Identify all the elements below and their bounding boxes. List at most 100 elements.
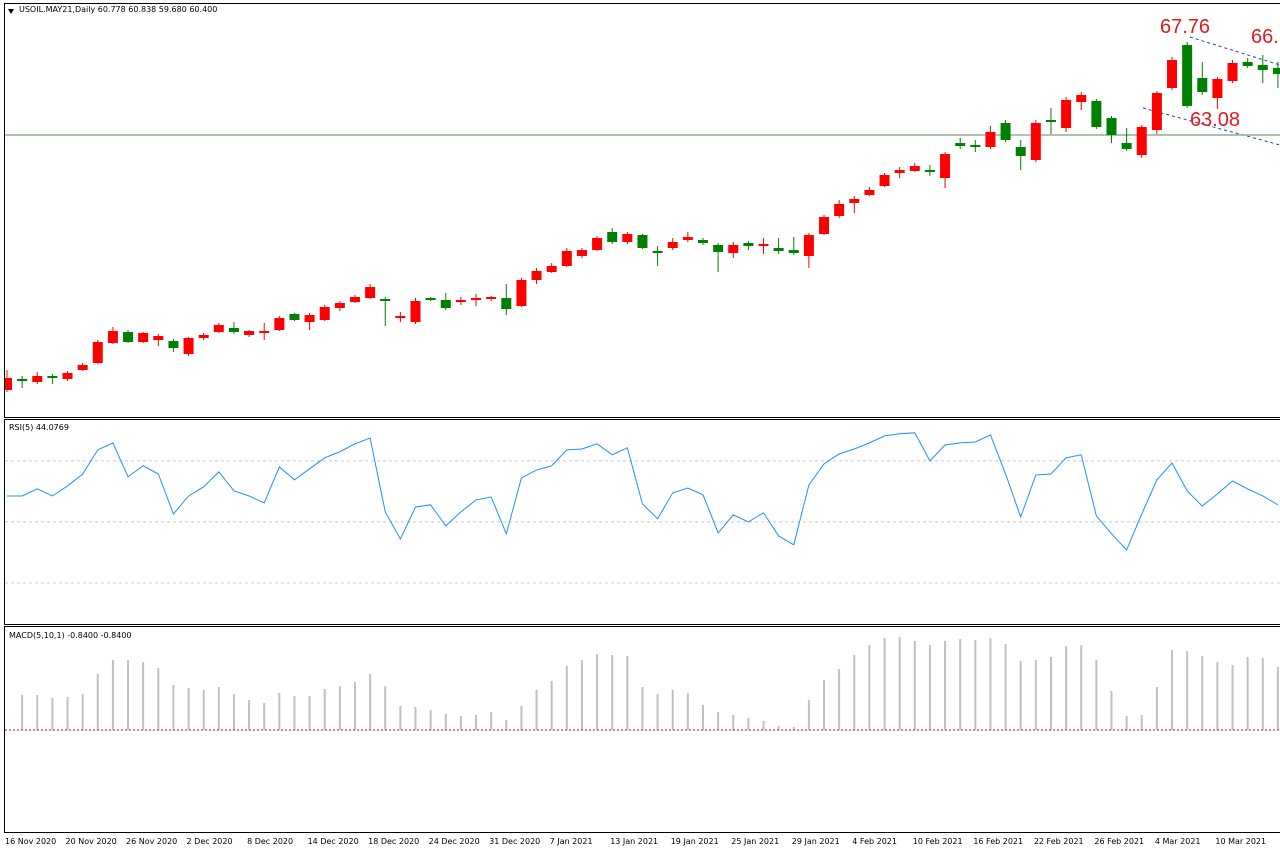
candle-body [274,318,285,330]
candle-body [1212,79,1223,98]
x-tick-label: 10 Feb 2021 [913,837,963,846]
candle-body [425,298,436,300]
x-tick-label: 8 Dec 2020 [247,837,293,846]
candle-body [32,376,43,382]
macd-area [5,637,1280,731]
x-tick-label: 13 Jan 2021 [610,837,658,846]
candle-body [592,238,603,250]
candle-body [1136,127,1147,155]
x-tick-label: 2 Dec 2020 [187,837,233,846]
candle-body [894,170,905,173]
candle-body [138,333,149,342]
candle-body [909,166,920,171]
x-tick-label: 16 Nov 2020 [5,837,56,846]
candle-body [349,297,360,302]
candle-body [531,271,542,280]
x-tick-label: 26 Nov 2020 [126,837,177,846]
candle-body [319,307,330,320]
candle-body [1257,65,1268,70]
candle-body [652,251,663,253]
candle-body [834,204,845,216]
candle-body [940,154,951,178]
x-tick-label: 26 Feb 2021 [1094,837,1144,846]
x-tick-label: 18 Dec 2020 [368,837,419,846]
candle-body [788,250,799,253]
candle-body [1106,118,1117,135]
candle-body [667,242,678,248]
candle-body [1000,123,1011,140]
x-tick-label: 31 Dec 2020 [489,837,540,846]
candle-body [728,245,739,253]
candle-body [697,240,708,243]
candle-body [622,234,633,242]
candle-body [123,332,134,342]
candle-body [803,235,814,256]
candle-body [62,373,73,379]
x-tick-label: 4 Feb 2021 [852,837,897,846]
candle-body [849,199,860,203]
rsi-panel [4,419,1280,625]
x-tick-label: 7 Jan 2021 [550,837,593,846]
candle-body [924,170,935,172]
x-tick-label: 22 Feb 2021 [1034,837,1084,846]
rsi-line [7,432,1279,551]
price-area [5,36,1280,392]
rsi-header: RSI(5) 44.0769 [9,423,69,432]
candle-body [471,298,482,300]
candle-body [1197,78,1208,92]
candle-body [546,266,557,272]
candle-body [879,175,890,186]
candle-body [743,243,754,246]
candle-body [365,287,376,298]
candle-body [17,379,28,381]
candle-body [334,303,345,308]
x-tick-label: 14 Dec 2020 [308,837,359,846]
menu-icon[interactable] [8,9,14,14]
candle-body [516,280,527,306]
candle-body [1227,63,1238,81]
annotations: 67.76 63.08 66. [1160,16,1279,131]
price-annotation: 66. [1251,26,1279,48]
candle-body [5,378,12,390]
candle-body [198,335,209,338]
candle-body [259,331,270,333]
candle-body [501,298,512,309]
candle-body [304,315,315,322]
candle-body [1061,100,1072,128]
candle-body [47,376,58,378]
x-tick-label: 20 Nov 2020 [66,837,117,846]
candle-body [1091,101,1102,127]
candle-body [1045,120,1056,122]
candle-body [213,325,224,332]
x-tick-label: 16 Feb 2021 [973,837,1023,846]
candle-body [168,341,179,348]
candle-body [819,217,830,234]
candle-body [758,244,769,246]
candle-body [561,251,572,266]
candle-body [244,331,255,335]
candle-body [107,331,118,343]
candle-body [607,232,618,242]
candle-body [1030,123,1041,160]
candle-body [637,235,648,248]
candle-body [183,338,194,354]
candle-body [955,143,966,146]
candle-body [1242,62,1253,66]
x-tick-label: 10 Mar 2021 [1215,837,1266,846]
candle-body [1076,95,1087,102]
price-annotation: 63.08 [1190,109,1240,131]
candle-body [1015,147,1026,156]
candle-body [440,300,451,308]
candle-body [380,299,391,301]
symbol-header: USOIL.MAY21,Daily 60.778 60.838 59.680 6… [19,5,217,14]
x-tick-label: 19 Jan 2021 [671,837,719,846]
candle-body [455,300,466,302]
x-tick-label: 4 Mar 2021 [1155,837,1201,846]
candle-body [77,365,88,370]
macd-header: MACD(5,10,1) -0.8400 -0.8400 [9,631,132,640]
candle-body [1167,60,1178,88]
candle-body [773,248,784,251]
trend-line [1189,36,1280,66]
